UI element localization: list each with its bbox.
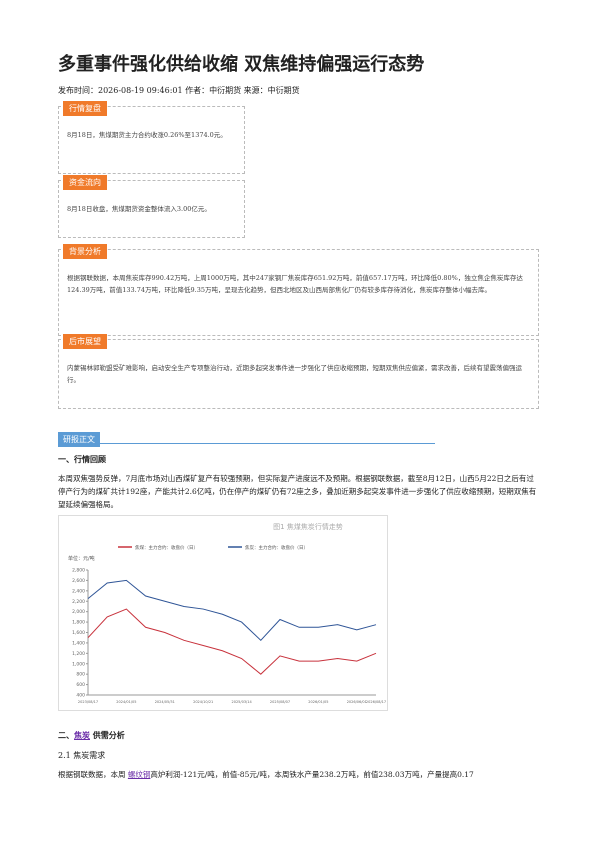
x-tick-label: 2026/08/17 (366, 700, 386, 704)
y-tick-label: 2,000 (72, 609, 85, 615)
text: 根据钢联数据，本周 (58, 770, 126, 779)
box-text: 8月18日收盘，焦煤期货资金整体流入3.00亿元。 (67, 205, 211, 213)
y-label: 单位：元/吨 (68, 555, 95, 562)
link[interactable]: 焦炭 (74, 730, 90, 740)
y-tick-label: 2,200 (72, 599, 85, 605)
paragraph: 根据钢联数据，本周 螺纹钢高炉利润-121元/吨，前值-85元/吨，本周铁水产量… (58, 768, 548, 781)
text: 高炉利润-121元/吨，前值-85元/吨，本周铁水产量238.2万吨，前值238… (150, 770, 474, 779)
box-text: 8月18日，焦煤期货主力合约收涨0.26%至1374.0元。 (67, 131, 227, 139)
y-tick-label: 2,400 (72, 588, 85, 594)
y-tick-label: 1,600 (72, 630, 85, 636)
tag: 行情复盘 (63, 101, 107, 116)
box: 背景分析根据钢联数据，本周焦炭库存990.42万吨，上周1000万吨，其中247… (58, 244, 539, 336)
line (87, 608, 377, 675)
tag: 背景分析 (63, 244, 107, 259)
x-tick-label: 2024/01/05 (116, 700, 136, 704)
subheading: 2.1 焦炭需求 (58, 751, 106, 760)
title: 多重事件强化供给收缩 双焦维持偏强运行态势 (58, 54, 425, 75)
box: 行情复盘 8月18日，焦煤期货主力合约收涨0.26%至1374.0元。 (58, 101, 245, 174)
box: 后市展望内蒙锡林郭勒盟受矿难影响，启动安全生产专项整治行动，近期多起突发事件进一… (58, 334, 539, 409)
heading: 二、焦炭 供需分析 (58, 730, 125, 741)
y-tick-label: 1,800 (72, 620, 85, 626)
x-tick-label: 2025/08/07 (270, 700, 290, 704)
x-tick-label: 2026/06/01 (347, 700, 367, 704)
legend-label: 焦煤：主力合约：收盘价（日） (135, 544, 198, 551)
rule (58, 443, 435, 444)
y-tick-label: 2,600 (72, 578, 85, 584)
y-tick-label: 1,400 (72, 640, 85, 646)
paragraph: 本周双焦强势反弹，7月底市场对山西煤矿复产有较强预期，但实际复产进度远不及预期。… (58, 474, 537, 509)
text: 供需分析 (92, 730, 125, 740)
chart-title: 图1 焦煤焦炭行情走势 (273, 522, 343, 531)
tag: 资金流向 (63, 175, 107, 190)
y-tick-label: 1,200 (72, 651, 85, 657)
x-tick-label: 2024/05/31 (155, 700, 175, 704)
meta: 发布时间：2026-08-19 09:46:01 作者：中衍期货 来源：中衍期货 (58, 86, 300, 95)
y-tick-label: 400 (76, 693, 85, 699)
heading: 一、行情回顾 (58, 454, 106, 464)
x-tick-label: 2026/01/05 (308, 700, 328, 704)
section-tag: 研报正文 (58, 432, 100, 447)
y-tick-label: 800 (76, 672, 85, 678)
y-tick-label: 2,800 (72, 568, 85, 574)
x-tick-label: 2023/08/17 (78, 700, 98, 704)
legend-label: 焦炭：主力合约：收盘价（日） (245, 544, 308, 551)
line (87, 579, 377, 642)
y-tick-label: 600 (76, 682, 85, 688)
box-text: 根据钢联数据，本周焦炭库存990.42万吨，上周1000万吨，其中247家钢厂焦… (67, 274, 523, 294)
box: 资金流向 8月18日收盘，焦煤期货资金整体流入3.00亿元。 (58, 175, 245, 238)
x-tick-label: 2025/03/14 (232, 700, 253, 704)
x-tick-label: 2024/10/21 (193, 700, 213, 704)
frame (58, 515, 388, 711)
text: 二、 (58, 730, 74, 740)
y-tick-label: 1,000 (72, 661, 85, 667)
tag: 后市展望 (63, 334, 107, 349)
chart: 图1 焦煤焦炭行情走势 单位：元/吨 400 600 800 1,000 1,200 1,… (58, 515, 388, 711)
box-text: 内蒙锡林郭勒盟受矿难影响，启动安全生产专项整治行动，近期多起突发事件进一步强化了… (67, 364, 522, 384)
link[interactable]: 螺纹钢 (127, 770, 151, 779)
